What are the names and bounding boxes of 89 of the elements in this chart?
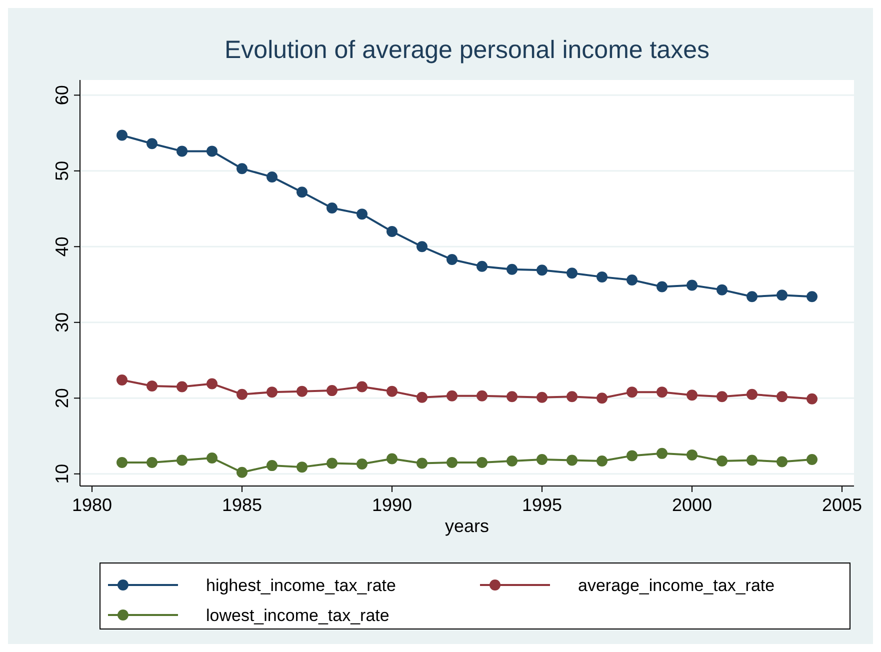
point: [476, 390, 488, 402]
point: [596, 392, 608, 404]
point: [446, 457, 458, 468]
point: [806, 393, 818, 404]
point: [656, 281, 668, 292]
point: [116, 130, 128, 141]
point: [206, 378, 218, 390]
point: [416, 458, 428, 469]
point: [116, 457, 128, 468]
point: [296, 462, 308, 473]
point: [236, 388, 248, 400]
point: [326, 458, 338, 469]
point: [146, 138, 158, 150]
y-tick-label: 60: [52, 85, 72, 106]
point: [656, 386, 668, 398]
y-tick-label: 20: [52, 388, 72, 408]
point: [296, 386, 308, 397]
point: [176, 454, 188, 466]
point: [476, 457, 488, 468]
y-tick-label: 50: [52, 160, 72, 181]
point: [566, 268, 578, 279]
point: [446, 390, 458, 402]
point: [746, 454, 758, 466]
point: [626, 386, 638, 398]
point: [776, 290, 788, 301]
x-axis-title: years: [444, 516, 490, 536]
chart-title: Evolution of average personal income taxes: [224, 36, 710, 64]
point: [446, 254, 458, 266]
x-tick-label: 2005: [822, 495, 862, 515]
point: [386, 226, 398, 237]
point: [116, 374, 128, 386]
x-tick-label: 1995: [522, 495, 562, 515]
legend-label: lowest_income_tax_rate: [206, 606, 390, 625]
point: [686, 280, 698, 291]
point: [686, 449, 698, 460]
legend-label: highest_income_tax_rate: [206, 576, 396, 595]
point: [566, 454, 578, 466]
point: [776, 456, 788, 468]
y-tick-label: 10: [52, 464, 72, 484]
point: [386, 453, 398, 464]
point: [266, 460, 278, 472]
point: [806, 291, 818, 302]
x-tick-label: 2000: [672, 495, 712, 515]
x-tick-label: 1980: [72, 495, 112, 515]
y-tick-label: 40: [52, 236, 72, 257]
point: [416, 241, 428, 252]
point: [746, 388, 758, 400]
point: [266, 386, 278, 398]
point: [146, 380, 158, 392]
point: [686, 390, 698, 401]
point: [356, 458, 368, 470]
point: [326, 202, 338, 214]
point: [806, 454, 818, 465]
point: [326, 385, 338, 396]
point: [536, 454, 548, 465]
point: [176, 381, 188, 392]
x-tick-label: 1990: [372, 495, 412, 515]
point: [716, 284, 728, 296]
point: [626, 274, 638, 286]
point: [206, 452, 218, 464]
point: [506, 264, 518, 275]
point: [746, 291, 758, 302]
x-tick-label: 1985: [222, 495, 262, 515]
point: [656, 448, 668, 459]
point: [356, 381, 368, 392]
point: [266, 171, 278, 182]
point: [776, 391, 788, 402]
point: [626, 450, 638, 462]
point: [176, 146, 188, 157]
point: [506, 456, 518, 467]
point: [206, 146, 218, 157]
point: [356, 208, 368, 220]
point: [416, 392, 428, 403]
point: [296, 186, 308, 198]
point: [716, 456, 728, 467]
point: [536, 392, 548, 403]
point: [146, 457, 158, 468]
point: [536, 264, 548, 276]
point: [236, 163, 248, 174]
point: [476, 260, 488, 272]
legend-label: average_income_tax_rate: [578, 576, 775, 595]
point: [716, 391, 728, 402]
point: [596, 271, 608, 282]
point: [596, 456, 608, 467]
point: [506, 391, 518, 402]
point: [386, 386, 398, 397]
point: [566, 391, 578, 402]
point: [236, 466, 248, 478]
y-tick-label: 30: [52, 312, 72, 332]
